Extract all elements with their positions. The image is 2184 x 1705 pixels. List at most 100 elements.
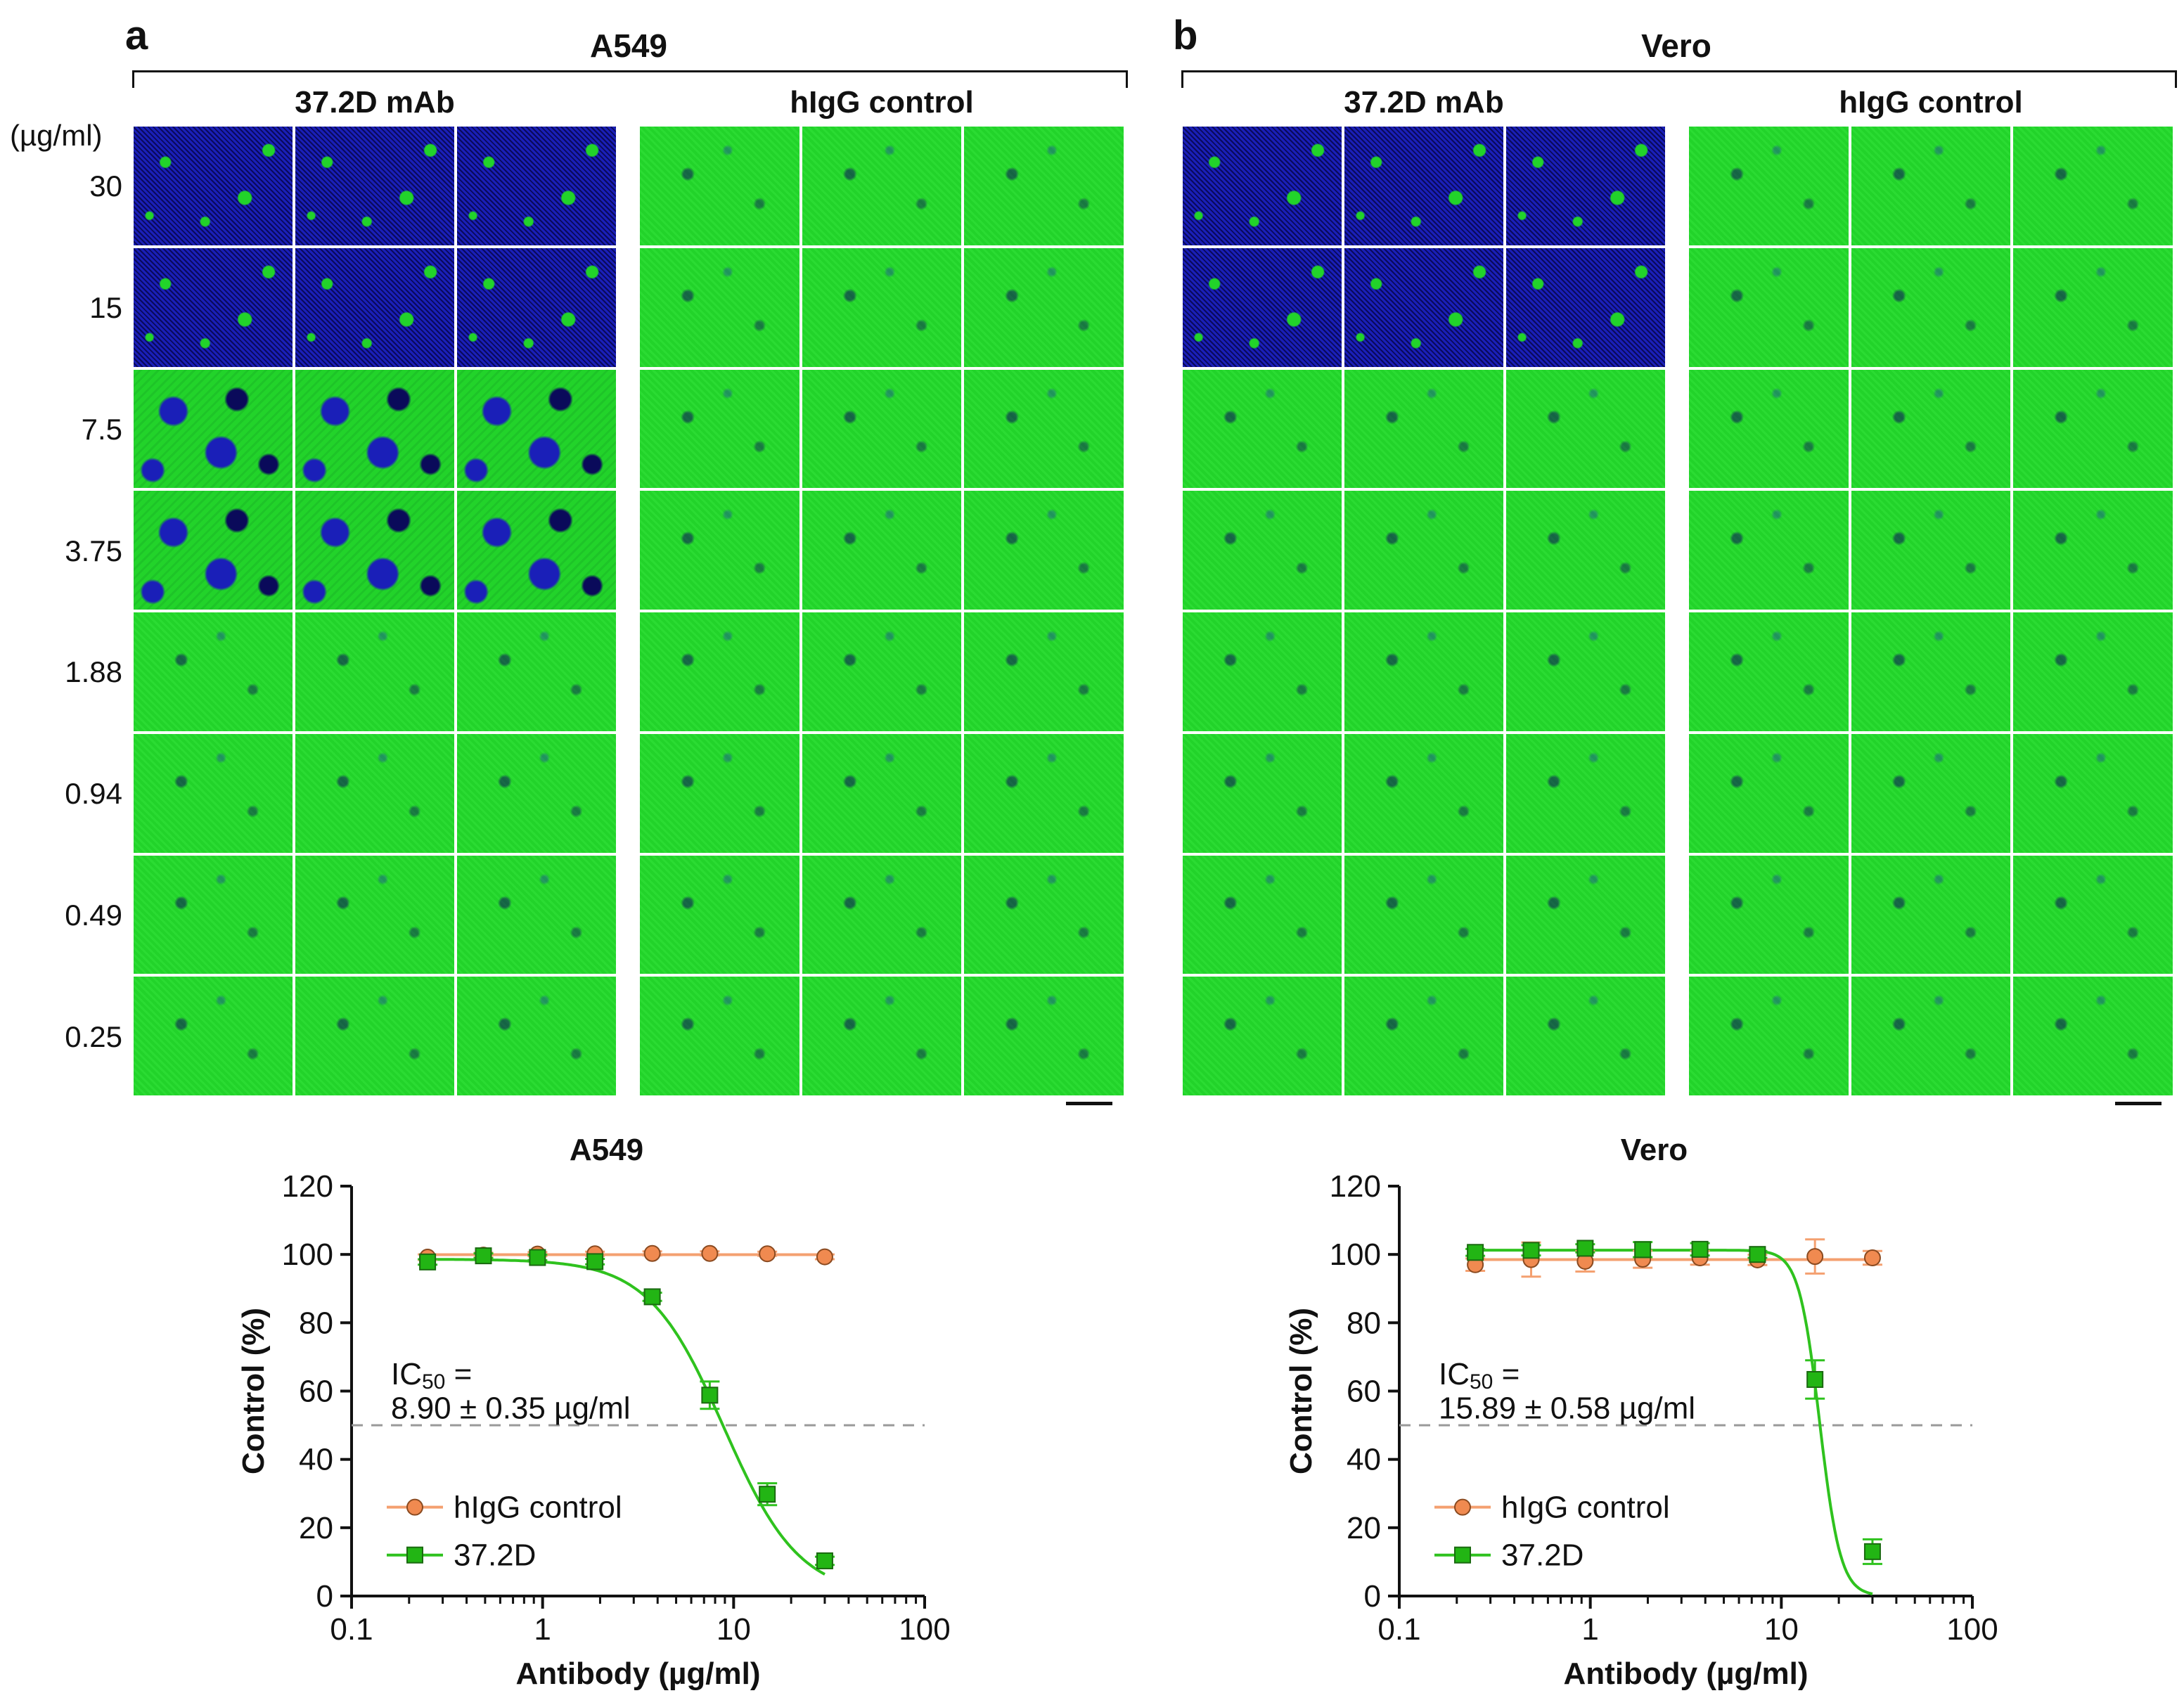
mab-fit-curve (1475, 1249, 1873, 1595)
panel-b-ctrl-label: hIgG control (1839, 85, 2023, 120)
fluorescence-image-tile (134, 733, 293, 853)
hIgG-data-point (701, 1244, 719, 1262)
y-tick-label: 0 (1364, 1579, 1381, 1614)
hIgG-data-point (1806, 1248, 1824, 1266)
fluorescence-image-tile (1851, 247, 2011, 367)
mab-data-point (1863, 1543, 1881, 1560)
panel-a-ctrl-image-grid (640, 127, 1124, 1095)
x-tick-label: 100 (899, 1612, 950, 1647)
fluorescence-image-tile (457, 612, 616, 731)
legend-marker-hIgG (406, 1498, 423, 1516)
concentration-label: 0.49 (65, 898, 122, 932)
legend-marker-mab (1454, 1546, 1471, 1564)
fluorescence-image-tile (2013, 612, 2173, 731)
fluorescence-image-tile (1851, 977, 2011, 1095)
y-tick-label: 0 (316, 1579, 333, 1614)
ic50-annotation-label: IC50 = (1439, 1357, 1520, 1394)
panel-b-scale-bar (2115, 1102, 2161, 1105)
fluorescence-image-tile (964, 733, 1124, 853)
fluorescence-image-tile (134, 127, 293, 245)
y-tick-label: 100 (282, 1237, 333, 1272)
chart-title: A549 (570, 1133, 643, 1167)
fluorescence-image-tile (295, 369, 454, 489)
fluorescence-image-tile (640, 612, 799, 731)
hIgG-data-point (816, 1248, 833, 1266)
mab-data-point (1576, 1240, 1594, 1257)
x-tick-label: 1 (534, 1612, 551, 1647)
mab-fit-curve (428, 1258, 826, 1576)
fluorescence-image-tile (1689, 977, 1849, 1095)
mab-data-point (475, 1247, 492, 1265)
concentration-label: 15 (89, 291, 122, 325)
fluorescence-image-tile (640, 977, 799, 1095)
mab-data-point (1806, 1370, 1824, 1388)
x-tick-label: 100 (1946, 1612, 1998, 1647)
fluorescence-image-tile (964, 127, 1124, 245)
fluorescence-image-tile (1506, 127, 1665, 245)
fluorescence-image-tile (1344, 855, 1503, 974)
mab-data-point (1522, 1242, 1540, 1259)
mab-data-point (759, 1486, 776, 1503)
x-axis-label: Antibody (µg/ml) (516, 1656, 761, 1691)
y-tick-label: 120 (282, 1169, 333, 1204)
legend-marker-mab (406, 1546, 423, 1564)
fluorescence-image-tile (1851, 733, 2011, 853)
fluorescence-image-tile (1506, 977, 1665, 1095)
fluorescence-image-tile (1183, 369, 1342, 489)
fluorescence-image-tile (457, 491, 616, 610)
chart-title: Vero (1621, 1133, 1688, 1167)
fluorescence-image-tile (802, 977, 962, 1095)
mab-data-point (529, 1249, 546, 1266)
fluorescence-image-tile (1689, 733, 1849, 853)
ic50-annotation-label: IC50 = (391, 1357, 472, 1394)
fluorescence-image-tile (1506, 855, 1665, 974)
fluorescence-image-tile (457, 733, 616, 853)
concentration-label: 0.94 (65, 777, 122, 811)
panel-a-ctrl-label: hIgG control (790, 85, 974, 120)
fluorescence-image-tile (2013, 369, 2173, 489)
panel-a-mab-label: 37.2D mAb (295, 85, 455, 120)
mab-data-point (419, 1253, 437, 1270)
legend-label: hIgG control (454, 1491, 622, 1525)
chart-vero: Vero 0 20 40 60 80 100 120 0.1 1 10 100 Antibody (µg… (1284, 1133, 1998, 1691)
x-axis-label: Antibody (µg/ml) (1564, 1656, 1809, 1691)
x-tick-label: 10 (1764, 1612, 1799, 1647)
hIgG-data-point (643, 1244, 661, 1262)
fluorescence-image-tile (802, 855, 962, 974)
fluorescence-image-tile (2013, 977, 2173, 1095)
fluorescence-image-tile (457, 977, 616, 1095)
panel-b-ctrl-image-grid (1689, 127, 2173, 1095)
fluorescence-image-tile (295, 491, 454, 610)
fluorescence-image-tile (1344, 612, 1503, 731)
panel-b-bracket (1181, 70, 2177, 88)
panel-b-mab-image-grid (1183, 127, 1665, 1095)
concentration-label: 7.5 (81, 412, 122, 446)
fluorescence-image-tile (640, 491, 799, 610)
fluorescence-image-tile (1689, 247, 1849, 367)
mab-data-point (1691, 1240, 1709, 1258)
legend-label: 37.2D (1501, 1538, 1584, 1573)
legend-label: 37.2D (454, 1538, 536, 1573)
panel-a-scale-bar (1066, 1102, 1112, 1105)
fluorescence-image-tile (1689, 491, 1849, 610)
legend-marker-hIgG (1454, 1498, 1471, 1516)
fluorescence-image-tile (1183, 491, 1342, 610)
fluorescence-image-tile (295, 733, 454, 853)
y-tick-label: 20 (299, 1511, 333, 1545)
mab-data-point (643, 1288, 661, 1306)
y-tick-label: 40 (299, 1443, 333, 1477)
fluorescence-image-tile (134, 855, 293, 974)
fluorescence-image-tile (1506, 733, 1665, 853)
fluorescence-image-tile (1506, 491, 1665, 610)
fluorescence-image-tile (964, 855, 1124, 974)
mab-data-point (816, 1552, 833, 1569)
panel-b-title: Vero (1641, 27, 1711, 64)
concentration-label: 1.88 (65, 655, 122, 689)
y-axis-label: Control (%) (1284, 1308, 1318, 1474)
fluorescence-image-tile (295, 977, 454, 1095)
y-tick-label: 40 (1347, 1443, 1381, 1477)
y-tick-label: 80 (1347, 1306, 1381, 1340)
fluorescence-image-tile (2013, 127, 2173, 245)
fluorescence-image-tile (964, 612, 1124, 731)
mab-data-point (701, 1386, 719, 1404)
